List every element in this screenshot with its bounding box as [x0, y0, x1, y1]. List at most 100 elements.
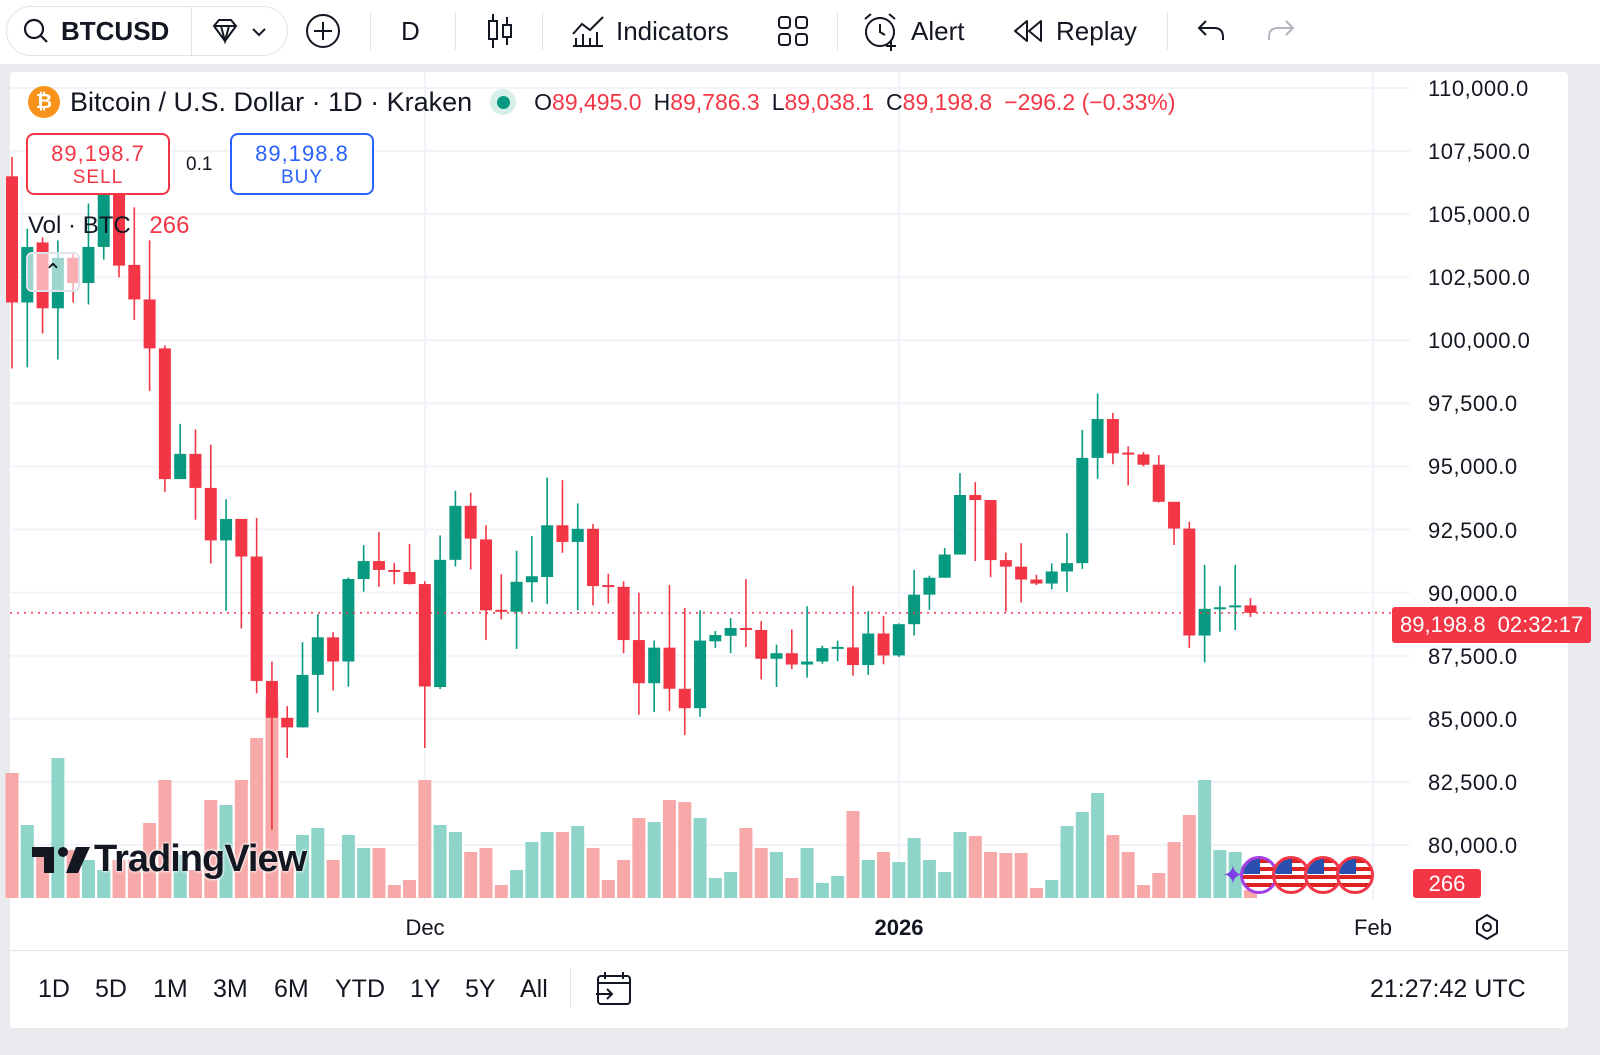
range-button-ytd[interactable]: YTD	[335, 975, 385, 1003]
economic-events[interactable]: ✦	[1222, 856, 1374, 894]
volume-bar	[754, 848, 768, 898]
volume-bar	[341, 835, 355, 898]
chevron-down-icon[interactable]	[250, 26, 268, 38]
volume-bar	[280, 860, 294, 898]
buy-button[interactable]: 89,198.8 BUY	[230, 133, 374, 195]
ohlc-values: O89,495.0 H89,786.3 L89,038.1 C89,198.8 …	[534, 89, 1175, 116]
open-value: 89,495.0	[552, 88, 642, 115]
volume-bar	[693, 818, 707, 898]
bar-countdown: 02:32:17	[1497, 612, 1584, 637]
symbol-title: Bitcoin / U.S. Dollar · 1D · Kraken	[70, 86, 473, 117]
search-icon	[23, 18, 48, 43]
chart-settings-icon[interactable]	[1472, 912, 1502, 942]
volume-bar	[219, 805, 233, 898]
range-button-5d[interactable]: 5D	[95, 975, 127, 1003]
tradingview-logo[interactable]: TradingView	[32, 838, 307, 881]
replay-button[interactable]: Replay	[1012, 0, 1137, 62]
divider	[837, 12, 838, 50]
volume-bar	[953, 832, 967, 898]
volume-bar	[1106, 835, 1120, 898]
candle-down	[846, 647, 859, 666]
range-button-5y[interactable]: 5Y	[465, 975, 496, 1003]
top-toolbar: BTCUSD D Indicators Alert Replay	[0, 0, 1600, 64]
replay-rewind-icon	[1014, 20, 1042, 42]
us-flag-event-icon[interactable]	[1239, 856, 1278, 894]
candle-down	[617, 586, 630, 641]
volume-bar	[617, 860, 631, 898]
collapse-legend-button[interactable]: ⌃	[26, 252, 80, 292]
price-axis-label: 105,000.0	[1428, 202, 1531, 228]
symbol-search[interactable]: BTCUSD	[6, 6, 288, 56]
range-button-3m[interactable]: 3M	[213, 975, 248, 1003]
sparkle-event-icon: ✦	[1222, 859, 1244, 890]
volume-bar	[418, 780, 432, 898]
us-flag-event-icon[interactable]	[1335, 856, 1374, 894]
volume-bar	[785, 878, 799, 898]
volume-bar	[1029, 888, 1043, 898]
candle-up	[892, 624, 905, 656]
volume-bar	[403, 880, 417, 898]
volume-bar	[464, 852, 478, 898]
high-label: H	[653, 88, 671, 115]
candle-down	[158, 348, 171, 480]
interval-button[interactable]: D	[401, 0, 420, 62]
volume-bar	[204, 800, 218, 898]
undo-icon[interactable]	[1196, 18, 1226, 44]
candle-down	[1183, 528, 1196, 636]
us-flag-event-icon[interactable]	[1303, 856, 1342, 894]
indicators-button[interactable]: Indicators	[570, 0, 729, 62]
volume-bar	[479, 848, 493, 898]
divider	[1167, 12, 1168, 50]
sell-button[interactable]: 89,198.7 SELL	[26, 133, 170, 195]
volume-bar	[81, 860, 95, 898]
range-button-6m[interactable]: 6M	[274, 975, 309, 1003]
divider	[455, 12, 456, 50]
time-axis-divider	[10, 950, 1568, 951]
range-button-1y[interactable]: 1Y	[410, 975, 441, 1003]
volume-bar	[892, 862, 906, 898]
volume-bar	[1198, 780, 1212, 898]
candle-up	[831, 646, 844, 649]
alert-button[interactable]: Alert	[861, 0, 964, 62]
divider	[191, 7, 192, 55]
price-axis-label: 85,000.0	[1428, 706, 1518, 732]
replay-label: Replay	[1056, 15, 1137, 46]
volume-bar	[494, 885, 508, 898]
price-axis-label: 100,000.0	[1428, 328, 1531, 354]
alert-label: Alert	[911, 15, 965, 46]
volume-bar	[20, 825, 34, 898]
candle-down	[1106, 419, 1119, 454]
candle-down	[479, 539, 492, 611]
buy-price: 89,198.8	[255, 141, 349, 166]
volume-bar	[662, 800, 676, 898]
candles-icon[interactable]	[485, 11, 515, 51]
compare-add-icon[interactable]	[304, 12, 342, 50]
candle-up	[1045, 571, 1058, 584]
candle-down	[877, 633, 890, 656]
volume-bar	[250, 738, 264, 898]
price-axis-label: 87,500.0	[1428, 643, 1518, 669]
range-button-all[interactable]: All	[520, 975, 548, 1003]
low-value: 89,038.1	[784, 88, 875, 115]
candle-down	[999, 560, 1012, 567]
go-to-date-icon[interactable]	[594, 970, 634, 1008]
layouts-grid-icon[interactable]	[776, 14, 810, 48]
utc-clock[interactable]: 21:27:42 UTC	[1370, 975, 1526, 1003]
candle-down	[1244, 605, 1257, 613]
volume-bar	[1060, 826, 1074, 898]
volume-bar	[127, 860, 141, 898]
candle-up	[1213, 607, 1226, 610]
candle-up	[342, 579, 355, 662]
range-button-1m[interactable]: 1M	[153, 975, 188, 1003]
range-button-1d[interactable]: 1D	[38, 975, 70, 1003]
candle-up	[296, 674, 309, 728]
candle-up	[97, 193, 110, 247]
candle-up	[938, 554, 951, 578]
candle-up	[724, 627, 737, 636]
candle-up	[1229, 605, 1242, 608]
close-label: C	[886, 88, 903, 115]
candle-down	[403, 571, 416, 585]
diamond-icon[interactable]	[210, 18, 240, 44]
redo-icon[interactable]	[1266, 18, 1296, 44]
